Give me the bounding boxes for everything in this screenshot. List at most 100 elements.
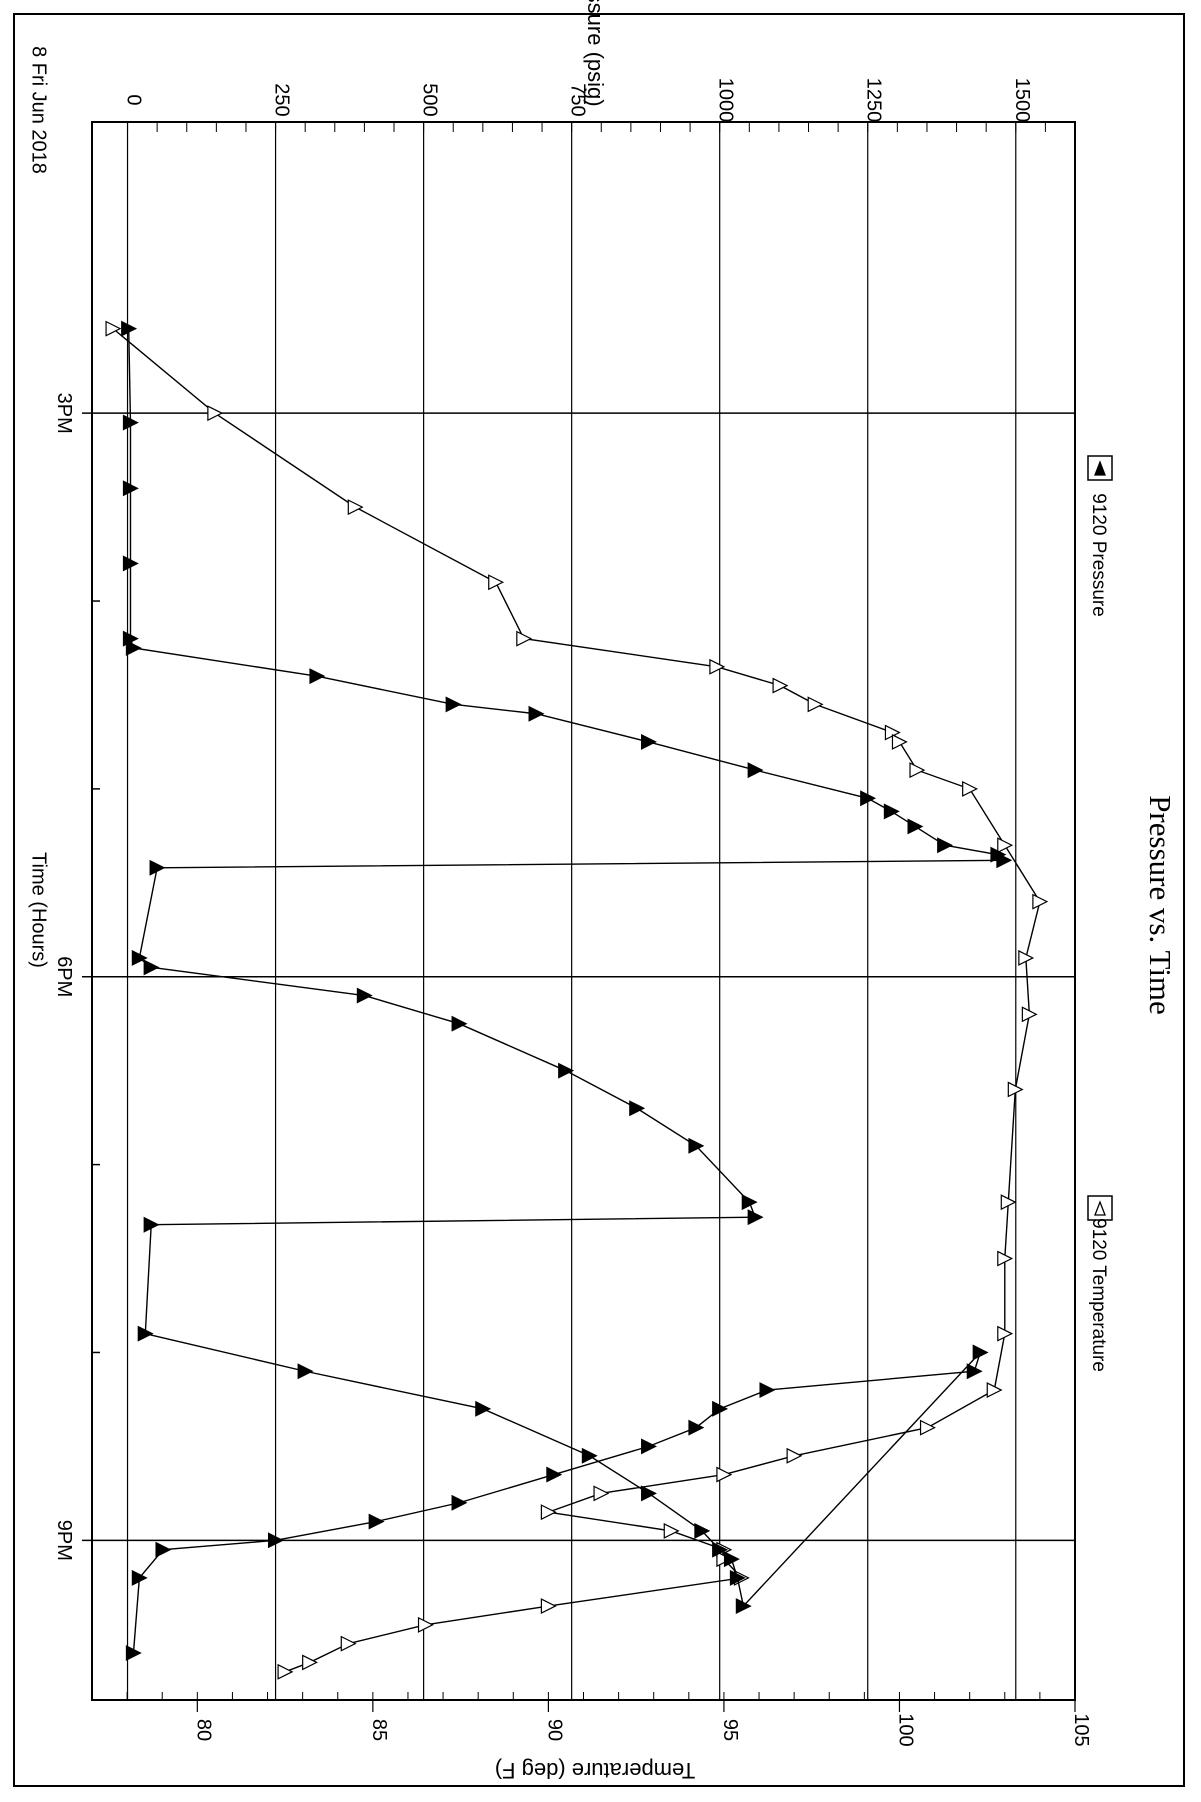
pressure-series-marker [445, 696, 462, 713]
pressure-series-marker [741, 1194, 758, 1211]
pressure-series-marker [528, 705, 545, 722]
pressure-series-marker [122, 555, 139, 572]
temperature-series-marker [716, 1466, 733, 1483]
axes [91, 121, 1076, 1712]
legend-pressure-label: 9120 Pressure [1088, 493, 1109, 617]
pressure-series-marker [641, 733, 657, 750]
pressure-series-marker [125, 1645, 142, 1662]
time-tick-label: 6PM [53, 956, 75, 997]
temperature-axis-title: Temperature (deg F) [494, 1758, 696, 1783]
temperature-tick-label: 95 [719, 1719, 741, 1741]
temperature-series-marker [709, 658, 726, 675]
pressure-series-marker [122, 480, 139, 497]
temperature-series-marker [909, 762, 926, 779]
pressure-series-marker [747, 762, 764, 779]
temperature-series-marker [997, 837, 1014, 854]
pressure-series-marker [131, 949, 148, 966]
pressure-tick-label: 500 [419, 83, 441, 116]
temperature-series-marker [997, 1325, 1014, 1342]
time-tick-label: 3PM [53, 393, 75, 434]
pressure-series-marker [688, 1419, 705, 1436]
pressure-series-marker [546, 1466, 563, 1483]
pressure-tick-label: 0 [123, 94, 145, 105]
temperature-series-marker [919, 1419, 936, 1436]
pressure-series-marker [723, 1551, 740, 1568]
pressure-series-marker [122, 414, 139, 431]
temperature-series-marker [1018, 949, 1035, 966]
time-tick-label: 9PM [53, 1520, 75, 1561]
axis-labels: 0 250 500 750 1000 1250 1500 3PM 6PM 9PM 80 85 90 95 1… [53, 78, 1113, 1747]
pressure-tick-label: 1000 [715, 78, 737, 123]
temperature-series-marker [772, 677, 789, 694]
pressure-series-marker [149, 859, 166, 876]
temperature-series-marker [540, 1504, 557, 1521]
temperature-series-marker [277, 1663, 294, 1680]
temperature-series-marker [540, 1598, 557, 1615]
pressure-series-marker [143, 959, 160, 976]
temperature-tick-label: 105 [1070, 1713, 1092, 1746]
temperature-tick-label: 90 [543, 1719, 565, 1741]
pressure-tick-label: 750 [567, 83, 589, 116]
pressure-series-marker [558, 1062, 575, 1079]
temperature-series-marker [1032, 893, 1049, 910]
pressure-series-marker [729, 1569, 746, 1586]
pressure-tick-label: 1500 [1011, 78, 1033, 123]
pressure-series-marker [297, 1363, 314, 1380]
pressure-series-marker [735, 1598, 752, 1615]
pressure-series-marker [759, 1382, 776, 1399]
temperature-series-marker [807, 696, 824, 713]
legend-pressure-marker [1094, 460, 1106, 476]
pressure-axis-title: Pressure (psig) [583, 0, 608, 107]
temperature-series-marker [488, 574, 505, 591]
pressure-series-marker [121, 320, 138, 337]
pressure-series-marker [641, 1438, 657, 1455]
temperature-series-marker [302, 1654, 319, 1671]
temperature-series-marker [986, 1382, 1003, 1399]
pressure-tick-label: 250 [271, 83, 293, 116]
temperature-series-marker [663, 1522, 680, 1539]
pressure-series-marker [309, 668, 326, 685]
pressure-series-marker [907, 818, 924, 835]
temperature-series-marker [1000, 1194, 1017, 1211]
series-layer [105, 320, 1049, 1680]
temperature-series-marker [1021, 1006, 1038, 1023]
temperature-series-marker [417, 1616, 434, 1633]
legend-temperature-box [1087, 1195, 1113, 1221]
pressure-series-marker [996, 852, 1013, 869]
pressure-series-marker [131, 1569, 148, 1586]
legend-temperature-label: 9120 Temperature [1088, 1218, 1109, 1372]
temperature-series-marker [347, 499, 364, 516]
pressure-series-marker [972, 1344, 989, 1361]
pressure-series-marker [694, 1522, 711, 1539]
temperature-series-marker [105, 320, 122, 337]
temperature-series-marker [786, 1447, 803, 1464]
pressure-series-marker [937, 837, 954, 854]
pressure-series-marker [629, 1100, 646, 1117]
temperature-series-marker [593, 1485, 610, 1502]
legend-temperature-marker [1094, 1200, 1106, 1216]
temperature-series-marker [997, 1250, 1014, 1267]
pressure-series-marker [641, 1485, 657, 1502]
pressure-series-marker [860, 790, 877, 807]
grid-lines [82, 122, 1075, 1700]
pressure-series-marker [883, 803, 900, 820]
temperature-series-marker [716, 1551, 733, 1568]
temperature-tick-label: 100 [894, 1713, 916, 1746]
temperature-series-marker [340, 1635, 357, 1652]
pressure-series-marker [712, 1541, 729, 1558]
pressure-series-marker [143, 1216, 160, 1233]
plot-border [91, 121, 1076, 1701]
date-label: 8 Fri Jun 2018 [27, 46, 50, 174]
pressure-series-marker [451, 1015, 468, 1032]
temperature-series-marker [516, 630, 533, 647]
temperature-series-line [112, 328, 1041, 1673]
pressure-series-marker [155, 1541, 172, 1558]
pressure-series-marker [966, 1363, 983, 1380]
pressure-series-marker [368, 1513, 385, 1530]
time-axis-title: Time (Hours) [27, 852, 50, 968]
temperature-series-marker [1007, 1081, 1024, 1098]
pressure-series-marker [747, 1209, 764, 1226]
temperature-series-marker [207, 405, 224, 422]
temperature-series-marker [962, 780, 979, 797]
